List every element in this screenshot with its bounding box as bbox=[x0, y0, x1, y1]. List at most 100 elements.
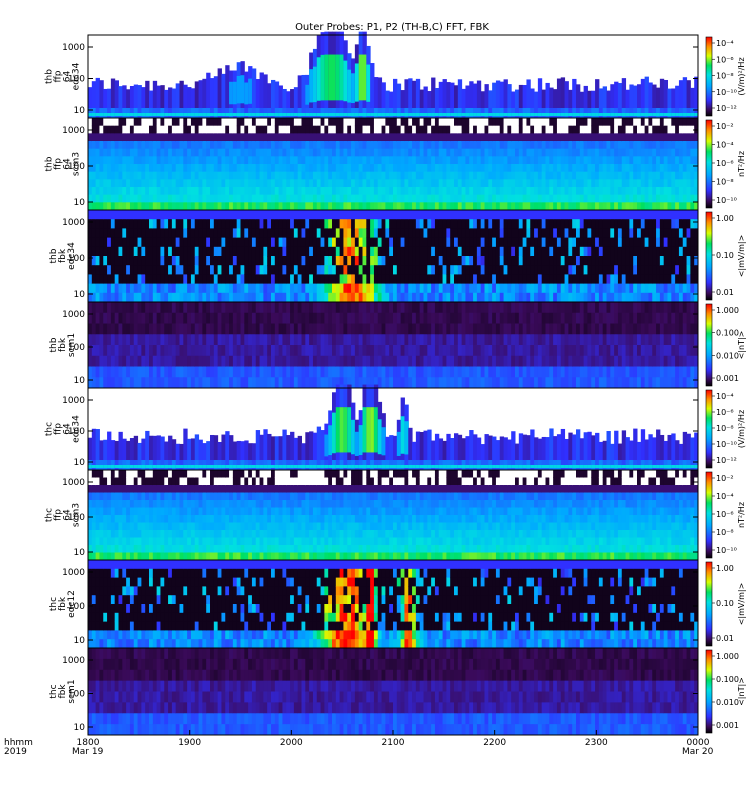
date-start: Mar 19 bbox=[72, 747, 104, 757]
colorbar-label: (V/m)²/Hz bbox=[737, 57, 746, 95]
colorbar-tick: 1.000 bbox=[716, 306, 739, 315]
svg-text:64: 64 bbox=[63, 71, 73, 83]
xtick-label: 2000 bbox=[280, 738, 303, 748]
ytick-label: 10 bbox=[74, 376, 86, 386]
ytick-label: 100 bbox=[68, 602, 85, 612]
colorbar-tick: 0.01 bbox=[716, 288, 734, 297]
colorbar-tick: 10⁻¹⁰ bbox=[716, 196, 737, 205]
xtick-label: 2200 bbox=[483, 738, 506, 748]
svg-text:thb: thb bbox=[45, 69, 55, 84]
colorbar-tick: 10⁻⁶ bbox=[716, 55, 734, 64]
x-axis-label: 2019 bbox=[4, 747, 27, 757]
colorbar-label: <|mV/m|> bbox=[737, 583, 746, 626]
panel-thc-fbk-scm1: 10 100 1000 thc fbk scm1 1.000 0.100 0.010 0.001 <… bbox=[49, 647, 746, 736]
colorbar-tick: 0.100 bbox=[716, 329, 739, 338]
panel-thb-fbk-edc34: 10 100 1000 thb fbk edc34 1.00 0.10 0.01 <|mV/m|> bbox=[49, 209, 746, 303]
colorbar-tick: 0.010 bbox=[716, 698, 739, 707]
colorbar: 10⁻⁴ 10⁻⁶ 10⁻⁸ 10⁻¹⁰ 10⁻¹²(V/m)²/Hz bbox=[705, 36, 746, 117]
colorbar-tick: 10⁻² bbox=[716, 474, 734, 483]
colorbar-tick: 10⁻⁴ bbox=[716, 39, 734, 48]
xtick-label: 1800 bbox=[77, 738, 100, 748]
colorbar-tick: 10⁻¹⁰ bbox=[716, 546, 737, 555]
xtick-label: 2100 bbox=[382, 738, 405, 748]
colorbar-tick: 10⁻⁴ bbox=[716, 492, 734, 501]
panel-label: thb ffp 64 edc34 bbox=[45, 62, 82, 90]
panel-label: thc fbk scm1 bbox=[49, 679, 77, 703]
panel-label: thc ffp 64 edc34 bbox=[45, 415, 82, 443]
date-end: Mar 20 bbox=[682, 747, 714, 757]
ytick-label: 100 bbox=[68, 343, 85, 353]
panel-label: thc fbk edc12 bbox=[49, 590, 77, 618]
colorbar-tick: 0.10 bbox=[716, 251, 734, 260]
colorbar-tick: 10⁻¹⁰ bbox=[716, 440, 737, 449]
svg-text:edc34: edc34 bbox=[72, 62, 82, 90]
time-axis: 1800 1900 2000 2100 2200 2300 0000 Mar 19 Mar 20… bbox=[4, 730, 714, 757]
colorbar-tick: 0.001 bbox=[716, 721, 739, 730]
colorbar-tick: 10⁻⁸ bbox=[716, 424, 734, 433]
colorbar: 10⁻² 10⁻⁴ 10⁻⁶ 10⁻⁸ 10⁻¹⁰ nT²/Hz bbox=[705, 471, 746, 559]
chart-title: Outer Probes: P1, P2 (TH-B,C) FFT, FBK bbox=[295, 22, 489, 33]
colorbar: 10⁻² 10⁻⁴ 10⁻⁶ 10⁻⁸ 10⁻¹⁰ nT²/Hz bbox=[705, 119, 746, 209]
xtick-label: 0000 bbox=[687, 738, 710, 748]
ytick-label: 10 bbox=[74, 198, 86, 208]
panel-thc-fbk-edc12: 10 100 1000 thc fbk edc12 1.00 0.10 0.01<|mV/m|> bbox=[49, 559, 746, 649]
panel-thb-fbk-scm1: 10 100 1000 thb fbk scm1 1.000 0.100 0.010 0.001 <… bbox=[49, 301, 746, 389]
colorbar-label: <|mV/m|> bbox=[737, 235, 746, 278]
ytick-label: 10 bbox=[74, 106, 86, 116]
colorbar: 1.000 0.100 0.010 0.001 <|nT|> bbox=[705, 303, 746, 387]
colorbar-label: nT²/Hz bbox=[737, 151, 746, 177]
ytick-label: 1000 bbox=[62, 310, 85, 320]
ytick-label: 100 bbox=[68, 162, 85, 172]
colorbar-tick: 0.01 bbox=[716, 634, 734, 643]
colorbar-tick: 0.10 bbox=[716, 599, 734, 608]
ytick-label: 10 bbox=[74, 723, 86, 733]
ytick-label: 10 bbox=[74, 458, 86, 468]
colorbar-tick: 10⁻¹² bbox=[716, 456, 737, 465]
colorbar-tick: 10⁻⁸ bbox=[716, 178, 734, 187]
ytick-label: 1000 bbox=[62, 43, 85, 53]
panel-label: thb fbk scm1 bbox=[49, 333, 77, 357]
svg-text:scm3: scm3 bbox=[72, 152, 82, 176]
colorbar-tick: 1.00 bbox=[716, 214, 734, 223]
ytick-label: 10 bbox=[74, 290, 86, 300]
xtick-label: 1900 bbox=[178, 738, 201, 748]
colorbar-label: (V/m)²/Hz bbox=[737, 410, 746, 448]
colorbar-tick: 10⁻¹⁰ bbox=[716, 88, 737, 97]
colorbar: 10⁻⁴ 10⁻⁶ 10⁻⁸ 10⁻¹⁰ 10⁻¹²(V/m)²/Hz bbox=[705, 389, 746, 469]
ytick-label: 100 bbox=[68, 690, 85, 700]
colorbar-tick: 10⁻⁶ bbox=[716, 408, 734, 417]
colorbar: 1.00 0.10 0.01<|mV/m|> bbox=[705, 561, 746, 647]
svg-text:fbk: fbk bbox=[58, 248, 68, 263]
svg-text:ffp: ffp bbox=[54, 70, 64, 82]
colorbar-label: <|nT|> bbox=[737, 677, 746, 706]
ytick-label: 100 bbox=[68, 254, 85, 264]
panel-label: thb ffp 64 scm3 bbox=[45, 152, 82, 176]
ytick-label: 100 bbox=[68, 75, 85, 85]
colorbar-label: nT²/Hz bbox=[737, 502, 746, 528]
svg-text:64: 64 bbox=[63, 158, 73, 170]
colorbar-tick: 10⁻⁶ bbox=[716, 510, 734, 519]
colorbar-tick: 10⁻⁴ bbox=[716, 141, 734, 150]
panel-label: thb fbk edc34 bbox=[49, 242, 77, 270]
ytick-label: 1000 bbox=[62, 568, 85, 578]
ytick-label: 10 bbox=[74, 636, 86, 646]
svg-text:thb: thb bbox=[49, 248, 59, 263]
colorbar-tick: 10⁻⁶ bbox=[716, 159, 734, 168]
ytick-label: 100 bbox=[68, 427, 85, 437]
x-axis-label: hhmm bbox=[4, 738, 33, 748]
colorbar-tick: 1.000 bbox=[716, 652, 739, 661]
ytick-label: 10 bbox=[74, 548, 86, 558]
colorbar-tick: 1.00 bbox=[716, 564, 734, 573]
ytick-label: 100 bbox=[68, 513, 85, 523]
ytick-label: 1000 bbox=[62, 126, 85, 136]
colorbar-tick: 10⁻¹² bbox=[716, 104, 737, 113]
colorbar-tick: 0.010 bbox=[716, 351, 739, 360]
colorbar-tick: 10⁻⁸ bbox=[716, 528, 734, 537]
svg-text:thb: thb bbox=[45, 156, 55, 171]
colorbar: 1.00 0.10 0.01 <|mV/m|> bbox=[705, 211, 746, 301]
